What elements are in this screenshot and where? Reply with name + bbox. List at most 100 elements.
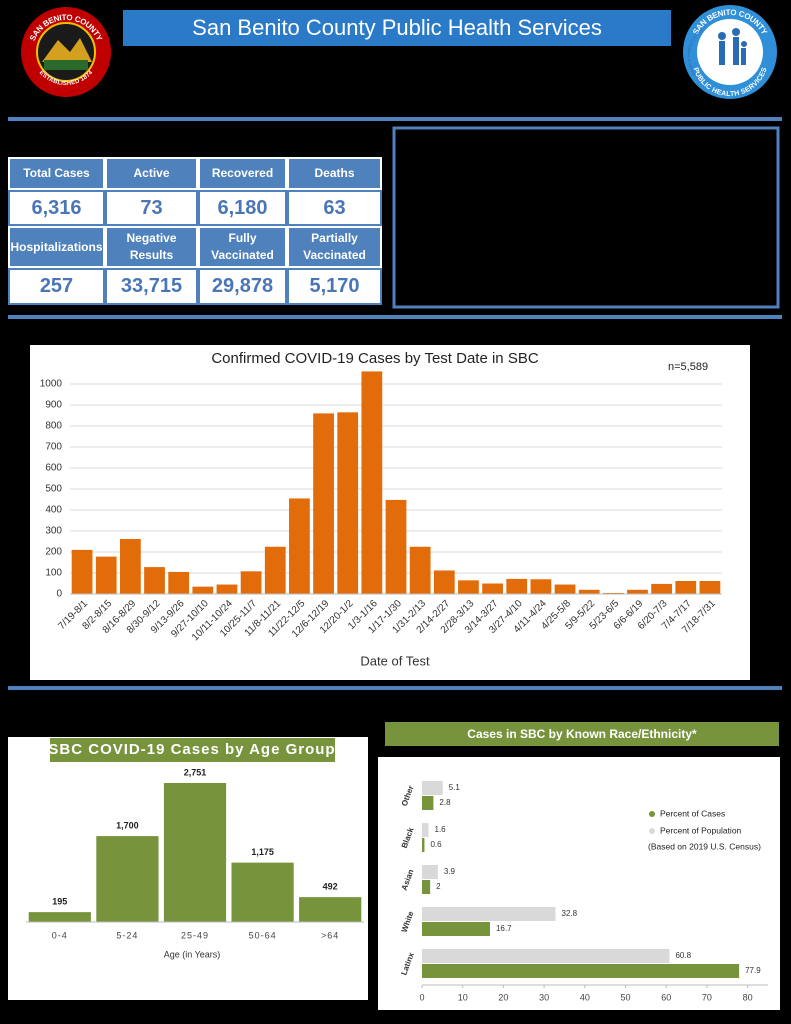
bar [422,922,490,936]
bar [119,538,141,594]
bar [231,862,294,922]
title-band [50,738,335,762]
y-tick-label: 100 [45,568,62,579]
stat-label: Total Cases [8,157,105,190]
bar [216,584,238,594]
x-tick-label: 0-4 [52,930,68,940]
bar [675,580,697,594]
y-tick-label: 700 [45,442,62,453]
bar [264,546,286,594]
separator [8,686,782,690]
y-tick-label: 1000 [40,379,63,390]
stat-value: 63 [287,190,382,226]
stat-label: Recovered [198,157,287,190]
x-tick-label: 5-24 [116,930,138,940]
right-logo-figures [718,28,747,65]
bar [602,592,624,594]
x-tick-label: 25-49 [181,930,209,940]
y-tick-label: 400 [45,505,62,516]
bar [95,556,117,594]
value-label: 195 [52,897,67,907]
separator [8,315,782,319]
value-label: 1,175 [251,847,274,857]
stat-value: 33,715 [105,268,198,305]
annotation: n=5,589 [668,361,708,373]
stat-label: Partially Vaccinated [287,226,382,268]
bar [458,580,479,594]
chart-title: Cases in SBC by Known Race/Ethnicity* [467,727,697,741]
x-tick-label: 20 [498,992,508,1002]
x-tick-label: 40 [580,992,590,1002]
left-logo-land [44,60,88,70]
value-label: 16.7 [496,924,512,933]
stat-value: 6,180 [198,190,287,226]
bar [422,907,556,921]
value-label: 1,700 [116,820,139,830]
value-label: 5.1 [449,783,461,792]
stats-table: Total Cases 6,316 Active 73 Recovered 6,180 De… [8,157,382,305]
x-axis-label: Age (in Years) [164,949,221,959]
bar [530,579,552,594]
x-tick-label: 50 [621,992,631,1002]
stat-label: Deaths [287,157,382,190]
legend-label: Percent of Population [660,825,742,835]
title-band [385,722,779,746]
bar [578,589,600,594]
value-label: 0.6 [430,840,442,849]
bar [422,865,438,879]
stat-value: 257 [8,268,105,305]
y-tick-label: 0 [56,589,62,600]
bar [337,412,359,594]
value-label: 2,751 [184,767,207,777]
bar [96,836,159,922]
value-label: 77.9 [745,966,761,975]
value-label: 60.8 [675,951,691,960]
value-label: 32.8 [562,909,578,918]
stat-label: Negative Results [105,226,198,268]
bar [192,586,214,594]
x-tick-label: 0 [419,992,424,1002]
x-tick-label: 10 [458,992,468,1002]
stat-value: 73 [105,190,198,226]
bar [163,783,227,922]
bar [240,571,262,594]
bar [71,549,93,594]
x-tick-label: 60 [661,992,671,1002]
value-label: 2 [436,882,441,891]
bar [651,583,673,594]
chart-title: Confirmed COVID-19 Cases by Test Date in… [211,350,539,367]
value-label: 2.8 [439,798,451,807]
x-axis-label: Date of Test [360,653,430,668]
bar [422,838,425,852]
bar [422,964,740,978]
bar [422,823,429,837]
page-title: San Benito County Public Health Services [192,15,602,40]
bar [422,880,431,894]
y-tick-label: 500 [45,484,62,495]
left-logo-mountains [42,38,92,62]
legend-marker [649,828,655,834]
chart-title: SBC COVID-19 Cases by Age Group [48,741,335,758]
value-label: 492 [323,882,338,892]
bar [422,781,443,795]
right-logo-center [697,19,763,85]
legend-marker [649,811,655,817]
title-band [123,10,671,46]
bar [361,371,383,594]
y-tick-label: 600 [45,463,62,474]
x-tick-label: 70 [702,992,712,1002]
stat-value: 6,316 [8,190,105,226]
bar [554,584,576,594]
bar [313,413,334,594]
bar [422,796,434,810]
y-tick-label: 200 [45,547,62,558]
x-tick-label: 80 [743,992,753,1002]
stat-value: 5,170 [287,268,382,305]
stat-label: Fully Vaccinated [198,226,287,268]
bar [422,949,670,963]
value-label: 1.6 [435,825,447,834]
bar [433,570,455,594]
separator [8,117,782,121]
